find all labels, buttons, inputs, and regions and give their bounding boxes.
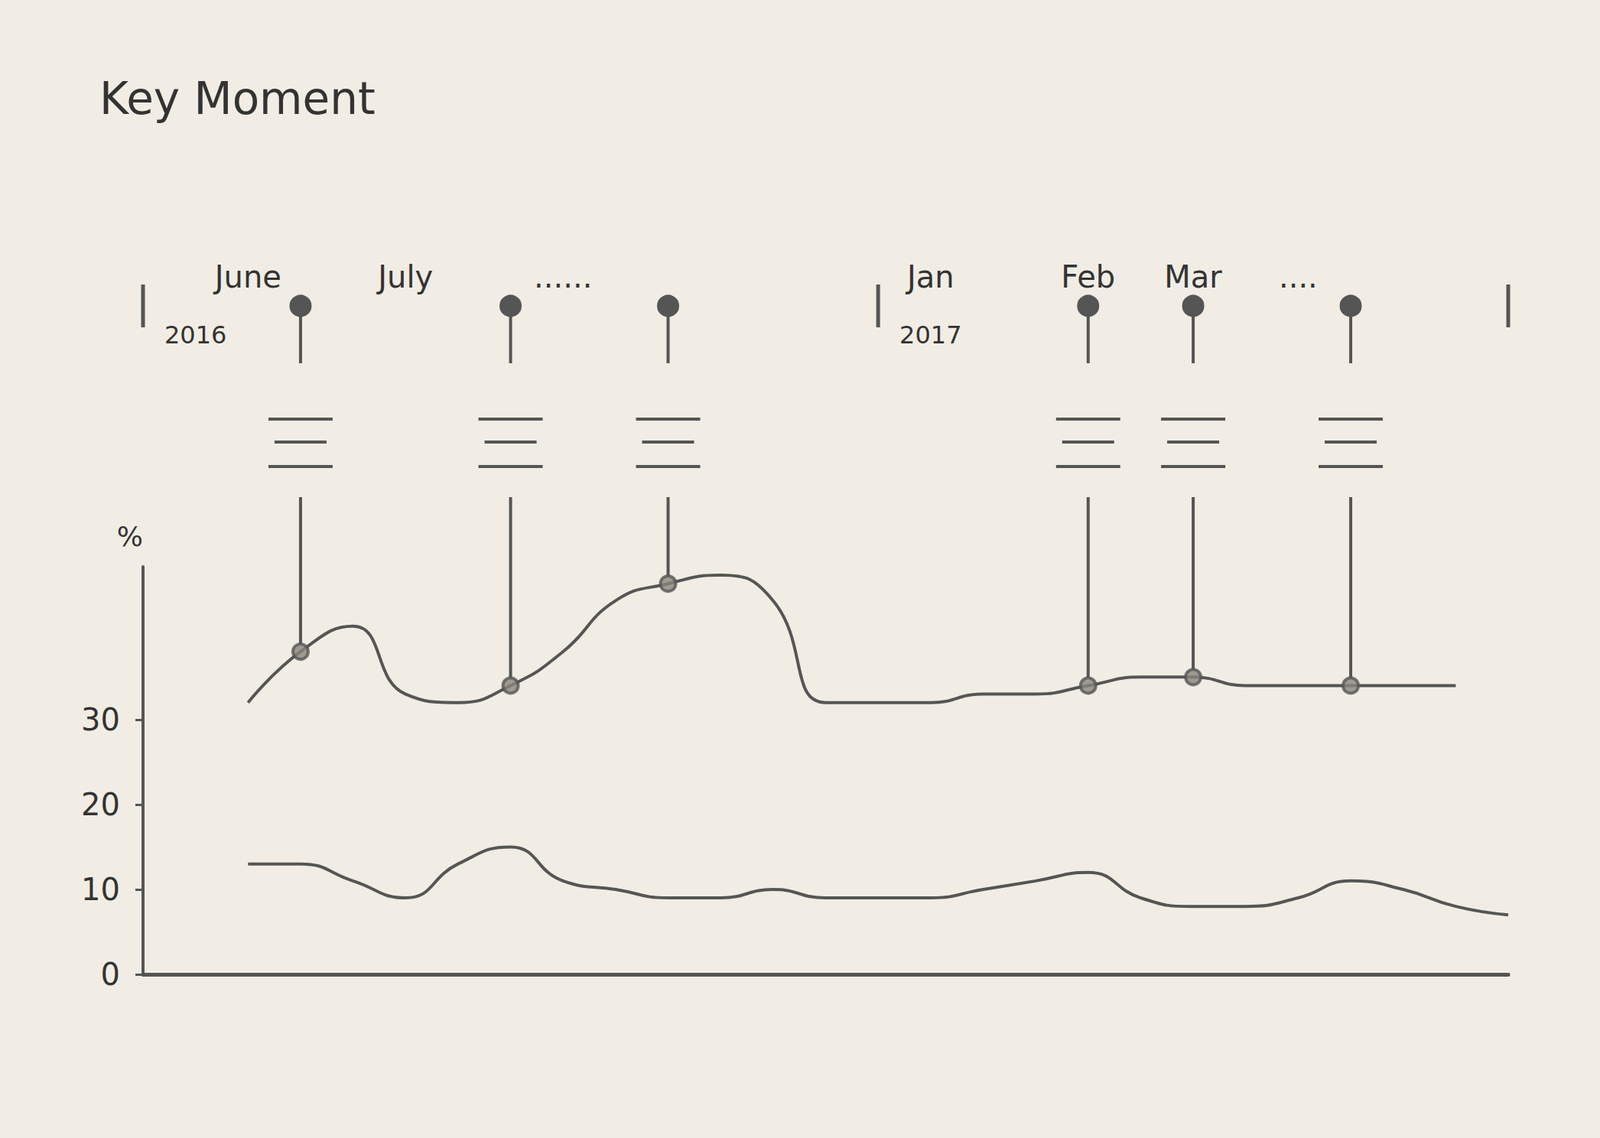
svg-text:June: June (212, 259, 282, 295)
svg-text:Mar: Mar (1164, 259, 1223, 295)
svg-text:Key Moment: Key Moment (99, 72, 376, 125)
svg-text:Feb: Feb (1060, 259, 1116, 295)
svg-text:....: .... (1278, 259, 1318, 295)
svg-text:Jan: Jan (904, 259, 955, 295)
svg-text:0: 0 (100, 956, 121, 992)
svg-text:2017: 2017 (899, 320, 962, 350)
svg-text:July: July (375, 259, 433, 295)
svg-text:10: 10 (81, 871, 121, 908)
svg-text:20: 20 (81, 786, 121, 823)
svg-text:%: % (117, 520, 144, 553)
svg-text:30: 30 (81, 702, 121, 738)
svg-text:......: ...... (533, 259, 592, 295)
svg-text:2016: 2016 (164, 320, 227, 350)
